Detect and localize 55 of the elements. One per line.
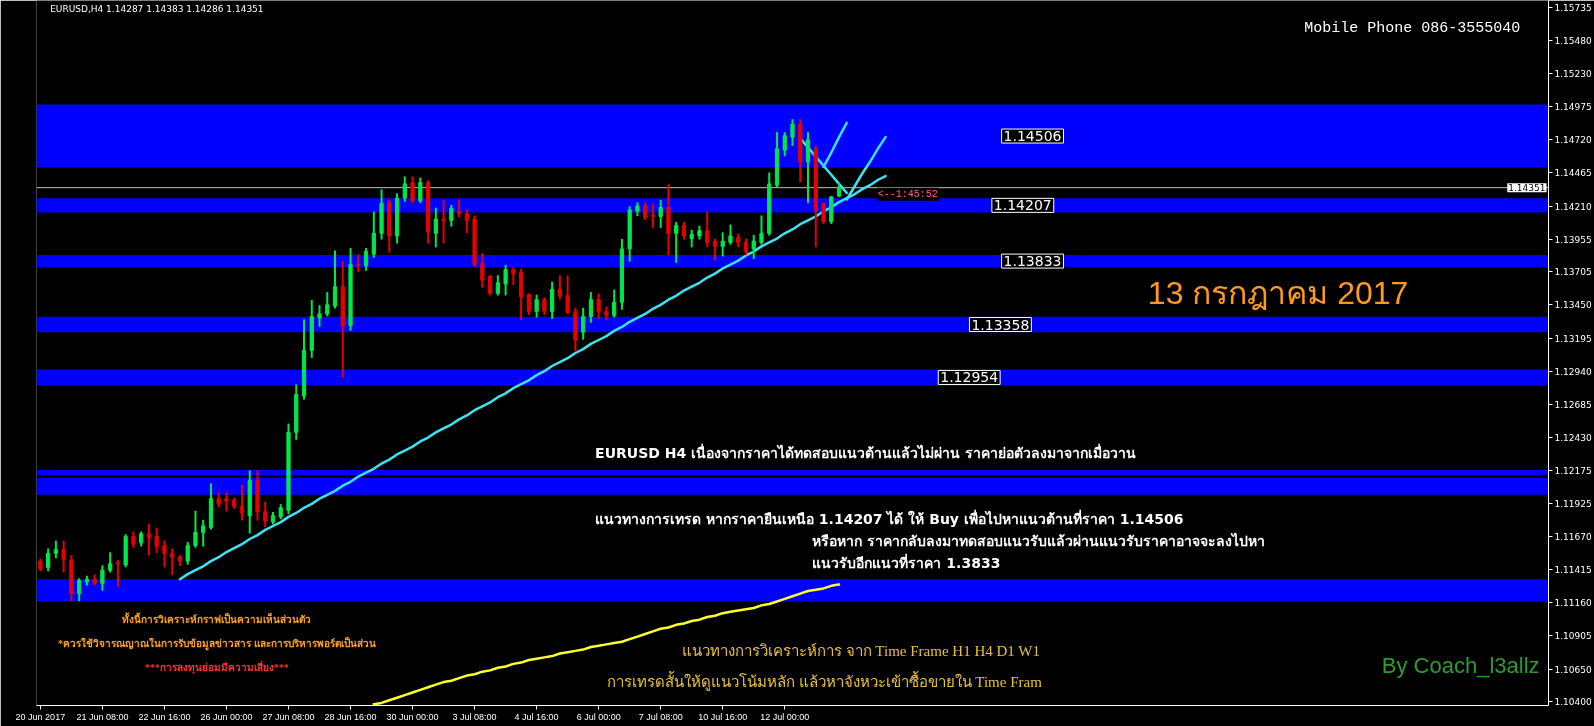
y-tick-label: 1.12940 [1554,366,1592,377]
y-tick-label: 1.14720 [1554,135,1592,146]
annotation: <--1:45:52 [877,188,938,200]
y-tick-label: 1.13450 [1554,300,1592,311]
y-tick-label: 1.11160 [1554,598,1592,609]
y-tick-label: 1.12175 [1554,466,1592,477]
y-tick-label: 1.13195 [1554,333,1592,344]
y-tick-label: 1.11415 [1554,565,1592,576]
x-tick-label: 22 Jun 16:00 [138,711,191,722]
band-label: 1.14207 [993,197,1052,214]
x-tick-label: 10 Jul 16:00 [698,711,748,722]
y-tick-label: 1.14210 [1554,201,1592,212]
band-label: 1.12954 [940,369,999,386]
y-tick-label: 1.15480 [1554,36,1592,47]
x-tick-label: 21 Jun 08:00 [76,711,129,722]
y-tick-label: 1.11670 [1554,531,1592,542]
annotation: EURUSD H4 เนื่องจากราคาได้ทดสอบแนวต้านแล้วไม่ผ่าน ราคาย่อตัวลงมาจากเมื่อวาน [595,442,1136,461]
y-tick-label: 1.10905 [1554,631,1592,642]
x-tick-label: 12 Jul 00:00 [760,711,810,722]
y-tick-label: 1.10650 [1554,664,1592,675]
x-tick-label: 7 Jul 08:00 [638,711,683,722]
annotation: *ควรใช้วิจารณญาณในการรับข้อมูลข่าวสาร และการบริหารพอร์ตเป็นส่วน [58,636,376,651]
y-tick-label: 1.15230 [1554,68,1592,79]
annotation: Mobile Phone 086-3555040 [1304,20,1521,37]
y-tick-label: 1.14465 [1554,168,1592,179]
x-tick-label: 27 Jun 08:00 [262,711,315,722]
band-label: 1.13358 [971,316,1030,333]
y-tick-label: 1.13705 [1554,267,1592,278]
annotation: การเทรดสั้นให้ดูแนวโน้มหลัก แล้วหาจังหวะเข้าซื้อขายใน Time Fram [606,670,1043,691]
annotation: ทั้งนี้การวิเคราะห์กราฟเป็นความเห็นส่วนตัว [122,612,312,625]
annotation: แนวทางการวิเคราะห์การ จาก Time Frame H1 H4 D1 W1 [681,642,1040,659]
annotation: แนวทางการเทรด หากราคายืนเหนือ 1.14207 ได้ ให้ Buy เพื่อไปหาแนวต้านที่ราคา 1.14506 [595,508,1184,527]
band-label: 1.13833 [1003,253,1062,270]
x-tick-label: 20 Jun 2017 [15,711,66,722]
y-tick-label: 1.12685 [1554,399,1592,410]
x-tick-label: 4 Jul 16:00 [514,711,559,722]
annotation: ***การลงทุนย่อมมีความเสี่ยง*** [144,660,289,674]
annotation: By Coach_l3allz [1381,653,1540,678]
y-tick-label: 1.10400 [1554,697,1592,708]
annotation: 13 กรกฎาคม 2017 [1147,274,1409,311]
x-tick-label: 3 Jul 08:00 [452,711,497,722]
x-tick-label: 30 Jun 00:00 [386,711,439,722]
band-label: 1.14506 [1003,128,1062,145]
y-tick-label: 1.13955 [1554,234,1592,245]
x-tick-label: 26 Jun 00:00 [200,711,253,722]
annotation: แนวรับอีกแนวที่ราคา 1.3833 [812,552,1001,571]
ref-line-label: 1.14351 [1508,183,1546,194]
chart-title: EURUSD,H4 1.14287 1.14383 1.14286 1.14351 [50,3,264,14]
y-tick-label: 1.14975 [1554,102,1592,113]
y-tick-label: 1.12430 [1554,433,1592,444]
x-tick-label: 6 Jul 00:00 [576,711,621,722]
y-tick-label: 1.15735 [1554,3,1592,14]
annotation: หรือหาก ราคากลับลงมาทดสอบแนวรับแล้วผ่านแนวรับราคาอาจจะลงไปหา [812,531,1266,549]
x-tick-label: 28 Jun 16:00 [324,711,377,722]
y-tick-label: 1.11925 [1554,498,1592,509]
